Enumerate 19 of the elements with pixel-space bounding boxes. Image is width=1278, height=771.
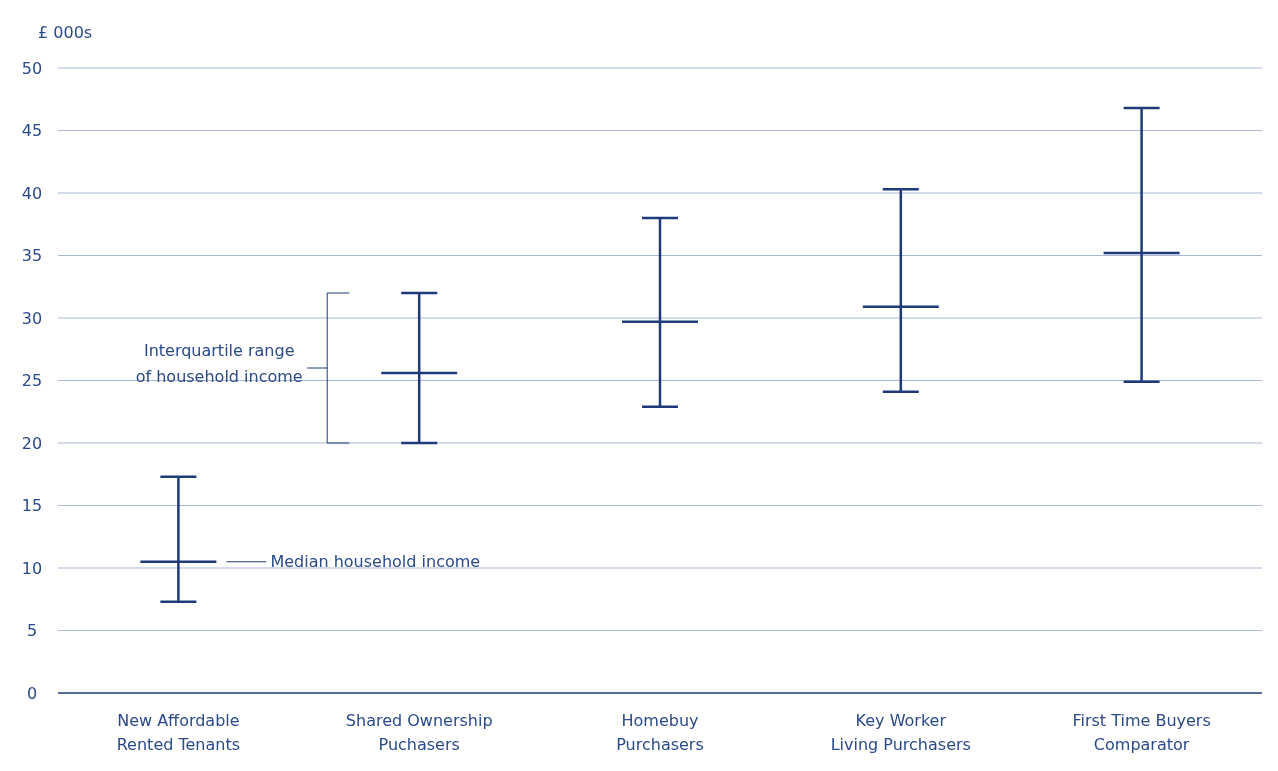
y-tick-label: 45 <box>21 121 43 141</box>
y-tick-label: 20 <box>21 433 43 453</box>
x-tick-label: Key Worker Living Purchasers <box>830 711 971 754</box>
annotation: Interquartile range of household income <box>135 341 303 386</box>
y-tick-label: 35 <box>21 246 43 266</box>
y-tick-label: 50 <box>21 58 43 78</box>
y-tick-label: 0 <box>26 683 38 703</box>
y-tick-label: 30 <box>21 308 43 328</box>
y-tick-label: 5 <box>26 621 38 641</box>
x-tick-label: New Affordable Rented Tenants <box>116 711 241 754</box>
y-tick-label: 40 <box>21 183 43 203</box>
y-tick-label: 10 <box>21 558 43 578</box>
y-tick-label: 15 <box>21 496 43 516</box>
annotation: Median household income <box>270 552 481 572</box>
x-tick-label: Shared Ownership Puchasers <box>345 711 493 754</box>
y-axis-title: £ 000s <box>38 23 93 42</box>
x-tick-label: First Time Buyers Comparator <box>1072 711 1211 754</box>
x-tick-label: Homebuy Purchasers <box>616 711 704 754</box>
y-tick-label: 25 <box>21 371 43 391</box>
